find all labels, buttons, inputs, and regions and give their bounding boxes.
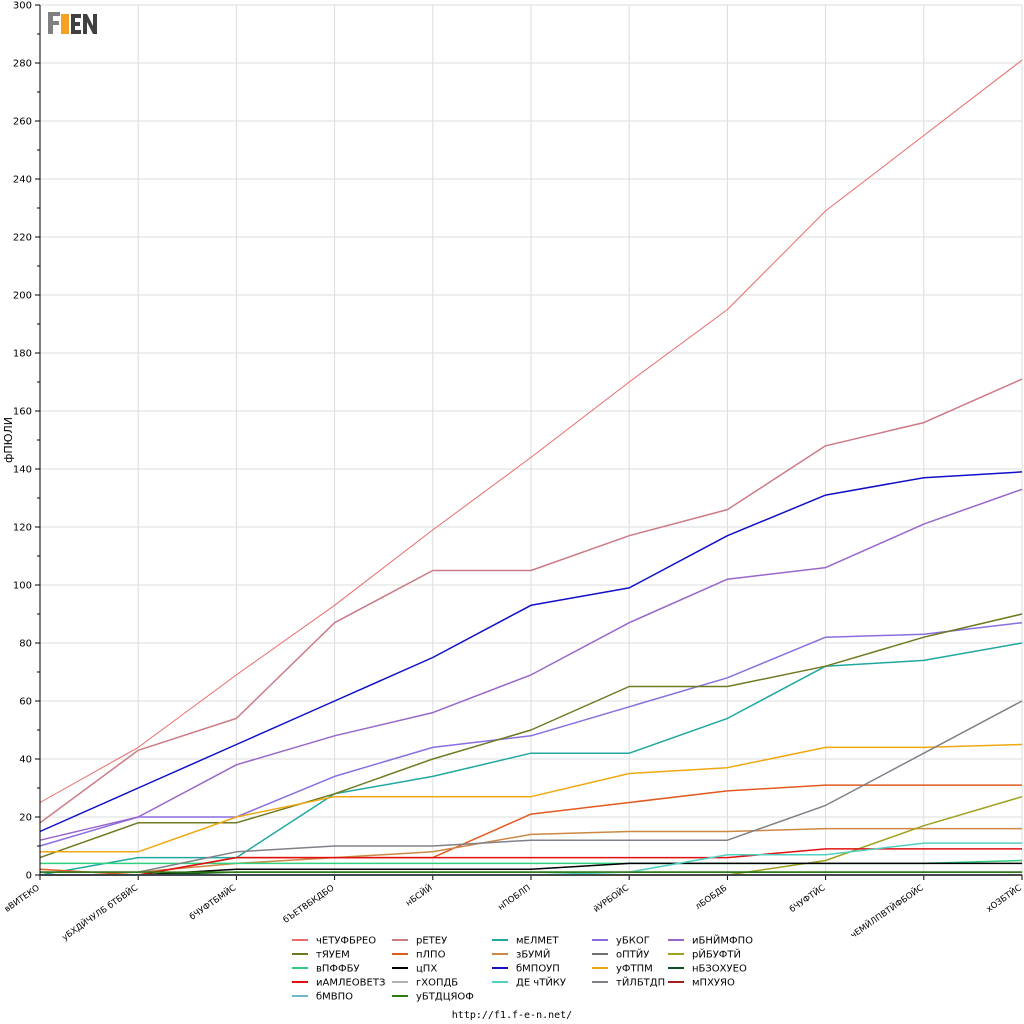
series-line-15 <box>40 848 1022 876</box>
y-tick-label: 20 <box>19 813 32 824</box>
series-line-1 <box>39 378 1023 824</box>
y-axis-ticks: 0 20 40 60 80 100 120 140 160 180 200 220 240 260 280 3… <box>13 1 40 882</box>
legend-entry: уБКОГ <box>616 936 650 947</box>
y-tick-label: 100 <box>13 581 32 592</box>
legend-entry: пЛПО <box>416 950 446 961</box>
y-tick-label: 240 <box>13 175 32 186</box>
y-tick-label: 140 <box>13 465 32 476</box>
y-tick-label: 220 <box>13 233 32 244</box>
legend-entry: иАМЛЕОВЕТЗ <box>316 978 385 989</box>
legend-entry: рЙБУФТЙ <box>692 948 741 961</box>
legend-entry: зБУМЙ <box>516 948 550 961</box>
series-line-7 <box>40 827 1022 873</box>
y-tick-label: 260 <box>13 117 32 128</box>
series-line-3 <box>39 621 1023 847</box>
y-tick-label: 200 <box>13 291 32 302</box>
y-tick-label: 40 <box>19 755 32 766</box>
legend: чЕТУФБРЕО тЯУЕМ вПФФБУ иАМЛЕОВЕТЗ бМВПО рЕТЕУ… <box>292 934 753 1003</box>
legend-entry: рЕТЕУ <box>416 936 447 947</box>
footer-url[interactable]: http://f1.f-e-n.net/ <box>452 1010 572 1021</box>
legend-entry: ДЕ чТЙКУ <box>516 976 566 989</box>
series-line-0 <box>39 59 1023 803</box>
legend-entry: иБНЙМФПО <box>692 934 753 947</box>
series-line-5 <box>39 613 1023 859</box>
series-line-12 <box>39 471 1023 833</box>
legend-entry: уБТДЦЯОФ <box>416 992 474 1003</box>
y-tick-label: 120 <box>13 523 32 534</box>
y-tick-label: 0 <box>26 871 32 882</box>
y-tick-label: 280 <box>13 59 32 70</box>
legend-entry: чЕТУФБРЕО <box>316 936 376 947</box>
legend-entry: тЙЛБТДП <box>616 976 665 989</box>
series-line-18 <box>40 700 1023 873</box>
series-line-11 <box>40 862 1022 876</box>
legend-entry: цПХ <box>416 964 437 975</box>
y-tick-label: 60 <box>19 697 32 708</box>
series-line-2 <box>39 642 1023 876</box>
logo-icon <box>46 10 100 36</box>
axes <box>39 5 1022 876</box>
legend-entry: мЕЛМЕТ <box>516 936 559 947</box>
legend-entry: тЯУЕМ <box>316 950 350 961</box>
y-tick-label: 160 <box>13 407 32 418</box>
legend-entry: оПТЙУ <box>616 948 649 961</box>
y-axis-label: фПЮЛИ <box>2 417 15 463</box>
legend-entry: бМВПО <box>316 992 353 1003</box>
legend-entry: бМПОУП <box>516 964 560 975</box>
y-tick-label: 80 <box>19 639 32 650</box>
series-line-4 <box>39 488 1023 841</box>
f1en-logo <box>46 10 100 36</box>
legend-entry: мПХУЯО <box>692 978 735 989</box>
legend-entry: вПФФБУ <box>316 964 360 975</box>
legend-entry: гХОПДБ <box>416 978 458 989</box>
series-line-13 <box>40 743 1023 853</box>
y-tick-label: 300 <box>13 1 32 12</box>
y-tick-label: 180 <box>13 349 32 360</box>
legend-entry: уФТПМ <box>616 964 653 975</box>
legend-entry: нБЗОХУЕО <box>692 964 747 975</box>
